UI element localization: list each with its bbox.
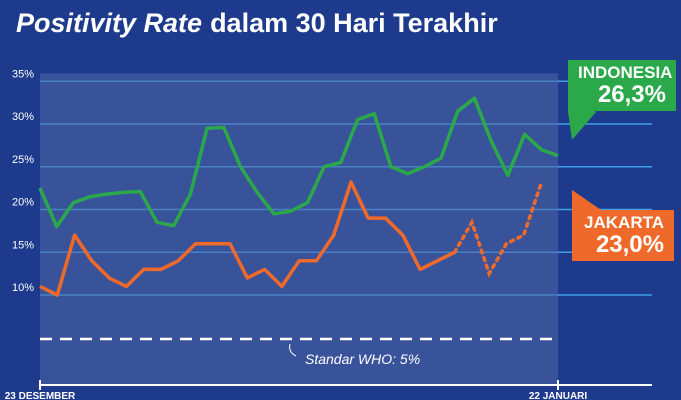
- y-tick-label: 30%: [12, 111, 34, 123]
- indonesia-callout: INDONESIA 26,3%: [568, 60, 676, 112]
- y-tick-label: 35%: [12, 68, 34, 80]
- y-tick-label: 10%: [12, 282, 34, 294]
- page-title: Positivity Rate dalam 30 Hari Terakhir: [16, 8, 498, 38]
- y-axis-labels: 35% 30% 25% 20% 15% 10%: [12, 68, 34, 294]
- who-reference: Standar WHO: 5%: [40, 337, 558, 367]
- plot-area-shade: [40, 73, 558, 385]
- jakarta-line-dotted: [452, 182, 543, 278]
- indonesia-callout-name: INDONESIA: [578, 63, 673, 82]
- y-tick-label: 25%: [12, 154, 34, 166]
- x-tick-label: 22 JANUARI: [529, 391, 588, 400]
- who-label: Standar WHO: 5%: [305, 351, 420, 367]
- jakarta-line: [39, 180, 456, 297]
- jakarta-callout-name: JAKARTA: [584, 213, 664, 232]
- indonesia-callout-value: 26,3%: [597, 80, 666, 108]
- plot-area: [40, 73, 558, 385]
- jakarta-callout-value: 23,0%: [595, 230, 664, 258]
- who-label-leader: [289, 343, 297, 357]
- jakarta-callout: JAKARTA 23,0%: [572, 210, 674, 262]
- y-tick-label: 15%: [12, 239, 34, 251]
- x-tick-label: 23 DESEMBER: [5, 391, 76, 400]
- indonesia-line: [38, 96, 559, 229]
- jakarta-pointer: [572, 190, 604, 212]
- y-tick-label: 20%: [12, 197, 34, 209]
- series-lines: [38, 96, 559, 297]
- x-axis: 23 DESEMBER 22 JANUARI: [5, 380, 652, 400]
